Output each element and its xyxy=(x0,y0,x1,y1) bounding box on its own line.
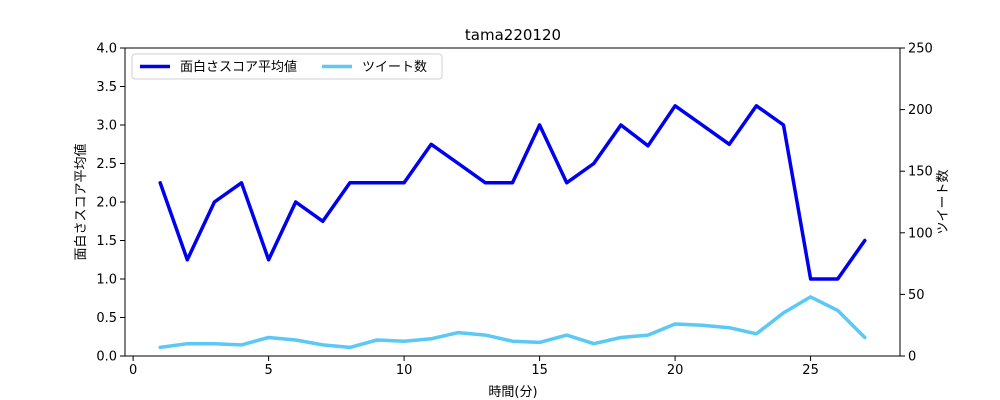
legend-label-1: 面白さスコア平均値 xyxy=(180,59,297,75)
x-tick-label: 25 xyxy=(802,363,819,378)
series-1 xyxy=(158,104,867,281)
y-left-tick-label: 4.0 xyxy=(96,42,117,57)
y-left-tick-label: 3.0 xyxy=(96,119,117,134)
axes: 0 5 10 15 20 25 0.0 0.5 1.0 1.5 2.0 2.5 3.0 3.5 4.0 0 50… xyxy=(96,42,933,379)
plot-area xyxy=(158,104,867,350)
y-left-tick-label: 2.5 xyxy=(96,157,117,172)
x-tick-label: 5 xyxy=(264,363,272,378)
y-left-tick-label: 3.5 xyxy=(96,80,117,95)
legend-box xyxy=(131,53,443,80)
y-right-tick-label: 0 xyxy=(908,350,916,365)
y-left-tick-label: 1.5 xyxy=(96,234,117,249)
y-left-tick-label: 0.0 xyxy=(96,350,117,365)
y-right-tick-label: 100 xyxy=(908,226,933,241)
y-right-tick-label: 200 xyxy=(908,103,933,118)
y-right-tick-label: 250 xyxy=(908,42,933,57)
y-left-tick-label: 0.5 xyxy=(96,311,117,326)
y-left-tick-label: 1.0 xyxy=(96,273,117,288)
x-tick-label: 20 xyxy=(667,363,684,378)
legend-label-2: ツイート数 xyxy=(362,60,427,75)
series-2 xyxy=(158,295,867,350)
y-axis-label-right: ツイート数 xyxy=(936,169,951,234)
x-axis-label: 時間(分) xyxy=(488,385,537,400)
chart-title: tama220120 xyxy=(465,26,561,44)
y-axis-label-left: 面白さスコア平均値 xyxy=(73,143,89,260)
legend: 面白さスコア平均値 ツイート数 xyxy=(131,53,443,80)
y-right-tick-label: 150 xyxy=(908,165,933,180)
y-left-tick-label: 2.0 xyxy=(96,196,117,211)
y-right-tick-label: 50 xyxy=(908,288,925,303)
x-tick-label: 0 xyxy=(129,363,137,378)
x-tick-label: 15 xyxy=(531,363,548,378)
x-tick-label: 10 xyxy=(396,363,413,378)
